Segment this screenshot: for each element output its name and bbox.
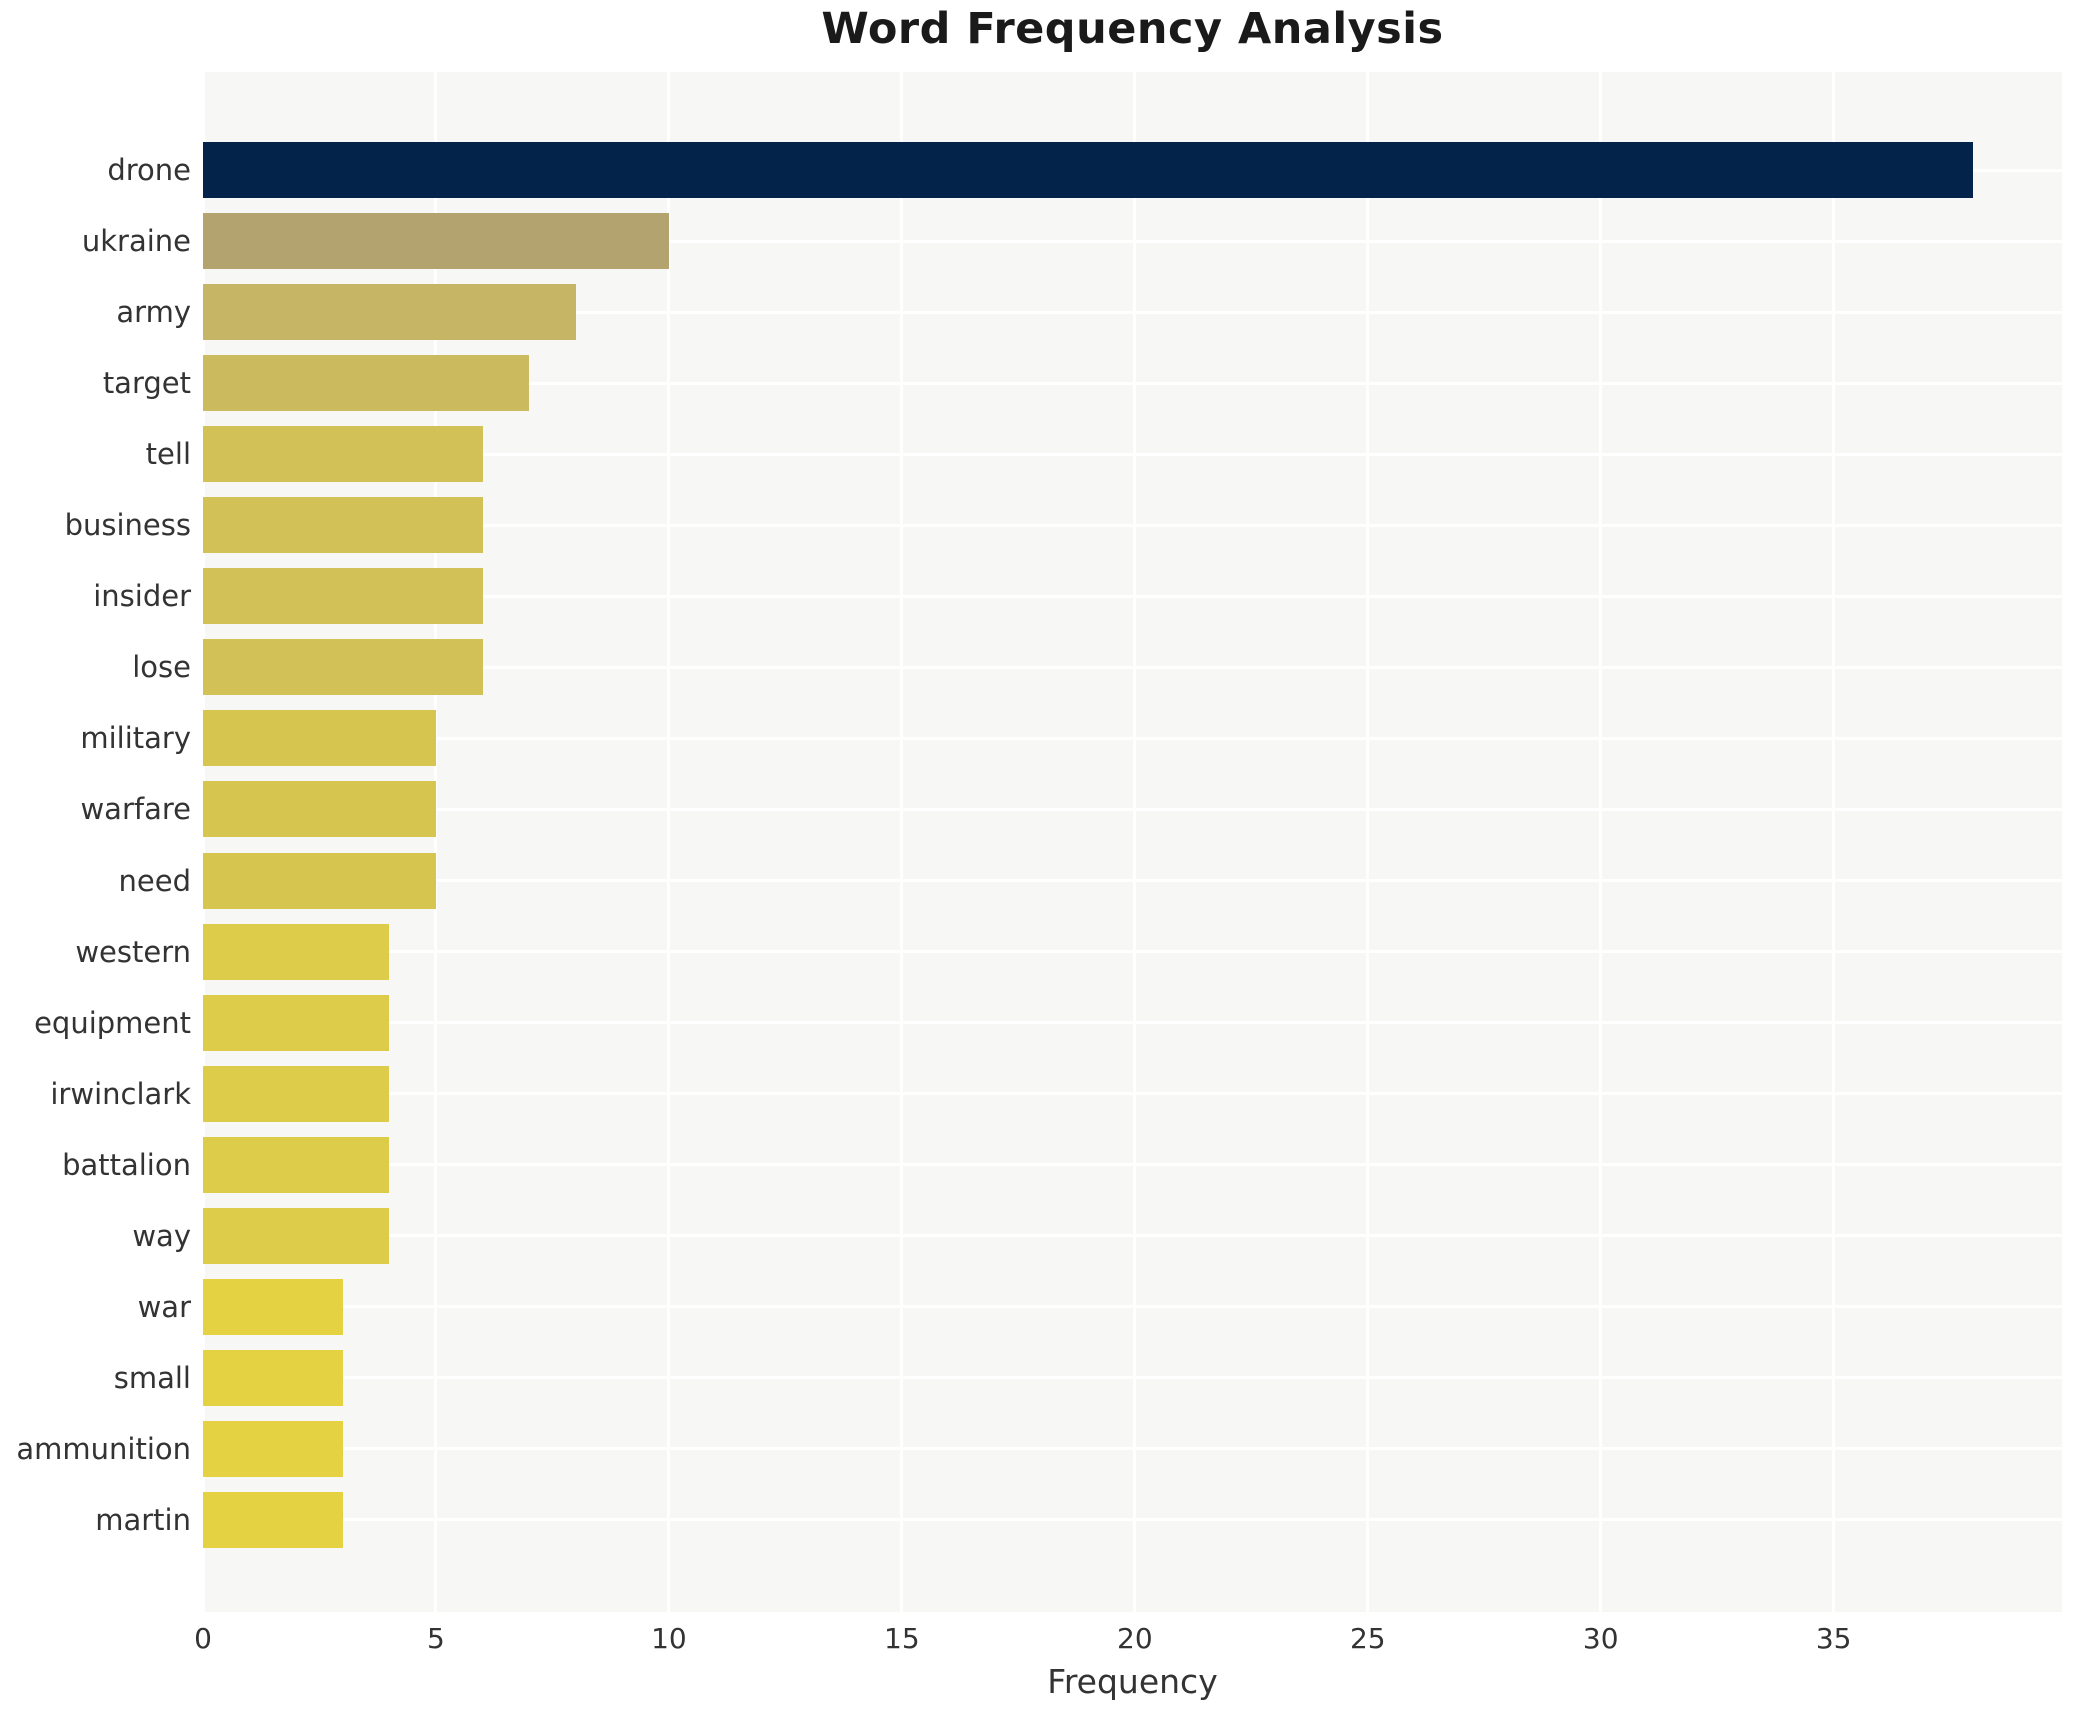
y-label-western: western <box>75 934 191 969</box>
bar-army <box>203 284 576 341</box>
bar-way <box>203 1207 390 1264</box>
horizontal-gridline <box>203 1021 2062 1025</box>
y-label-need: need <box>118 863 191 898</box>
horizontal-gridline <box>203 950 2062 954</box>
horizontal-gridline <box>203 807 2062 811</box>
bar-drone <box>203 142 1974 198</box>
bar-ukraine <box>203 213 669 270</box>
bar-lose <box>203 639 483 696</box>
horizontal-gridline <box>203 879 2062 882</box>
horizontal-gridline <box>203 1234 2062 1238</box>
bar-business <box>203 497 483 554</box>
y-label-ammunition: ammunition <box>16 1431 191 1466</box>
x-tick-25: 25 <box>1349 1622 1386 1655</box>
horizontal-gridline <box>203 665 2062 669</box>
bar-tell <box>203 426 483 483</box>
vertical-gridline <box>667 72 671 1612</box>
bar-western <box>203 923 390 980</box>
vertical-gridline <box>1832 72 1836 1612</box>
bar-insider <box>203 568 483 625</box>
y-label-ukraine: ukraine <box>81 224 191 259</box>
horizontal-gridline <box>203 239 2062 243</box>
y-label-equipment: equipment <box>34 1005 191 1040</box>
horizontal-gridline <box>203 594 2062 598</box>
horizontal-gridline <box>203 1163 2062 1167</box>
plot-panel <box>201 72 2062 1612</box>
x-tick-15: 15 <box>884 1622 920 1655</box>
x-tick-30: 30 <box>1582 1622 1619 1655</box>
vertical-gridline <box>434 72 438 1612</box>
x-tick-10: 10 <box>651 1622 687 1655</box>
y-label-tell: tell <box>145 437 191 472</box>
horizontal-gridline <box>203 1447 2062 1451</box>
y-label-target: target <box>102 366 191 401</box>
x-tick-35: 35 <box>1815 1622 1852 1655</box>
vertical-gridline <box>1599 72 1603 1612</box>
bar-war <box>203 1278 343 1335</box>
chart-title: Word Frequency Analysis <box>821 4 1444 54</box>
x-tick-0: 0 <box>194 1622 212 1655</box>
horizontal-gridline <box>203 1518 2062 1522</box>
bar-martin <box>203 1491 343 1548</box>
y-label-martin: martin <box>95 1502 191 1537</box>
bar-military <box>203 710 436 767</box>
bar-small <box>203 1349 343 1406</box>
horizontal-gridline <box>203 736 2062 740</box>
horizontal-gridline <box>203 523 2062 527</box>
y-label-irwinclark: irwinclark <box>50 1076 191 1111</box>
horizontal-gridline <box>203 310 2062 314</box>
bar-ammunition <box>203 1420 343 1477</box>
bar-irwinclark <box>203 1065 390 1122</box>
bar-battalion <box>203 1136 390 1193</box>
x-tick-20: 20 <box>1117 1622 1153 1655</box>
y-label-small: small <box>113 1360 191 1395</box>
bar-warfare <box>203 781 436 838</box>
y-label-lose: lose <box>132 650 191 685</box>
y-label-insider: insider <box>93 579 191 614</box>
y-label-drone: drone <box>107 153 191 187</box>
vertical-gridline <box>1133 72 1137 1612</box>
horizontal-gridline <box>203 1092 2062 1096</box>
vertical-gridline <box>201 72 205 1612</box>
y-label-business: business <box>64 508 191 543</box>
y-label-military: military <box>80 721 191 756</box>
bar-equipment <box>203 994 390 1051</box>
horizontal-gridline <box>203 381 2062 385</box>
bar-target <box>203 355 530 412</box>
horizontal-gridline <box>203 1305 2062 1309</box>
horizontal-gridline <box>203 452 2062 456</box>
vertical-gridline <box>900 72 904 1612</box>
y-label-battalion: battalion <box>62 1147 191 1182</box>
bar-need <box>203 852 436 909</box>
x-axis-title: Frequency <box>1047 1662 1218 1701</box>
y-label-war: war <box>137 1289 191 1324</box>
vertical-gridline <box>1366 72 1370 1612</box>
horizontal-gridline <box>203 1376 2062 1380</box>
y-label-warfare: warfare <box>80 792 191 827</box>
x-tick-5: 5 <box>427 1622 445 1655</box>
y-label-army: army <box>116 295 191 330</box>
y-label-way: way <box>132 1218 191 1253</box>
